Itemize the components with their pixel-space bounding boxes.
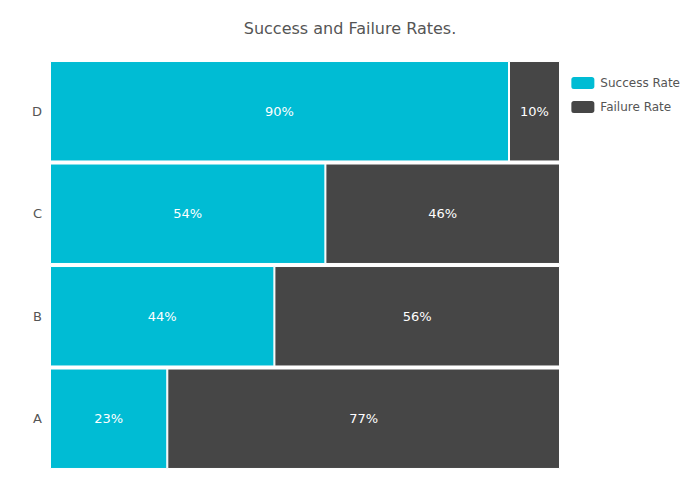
svg-text:46%: 46% (428, 206, 457, 221)
svg-text:77%: 77% (349, 411, 378, 426)
svg-text:23%: 23% (94, 411, 123, 426)
svg-text:10%: 10% (520, 104, 549, 119)
svg-text:D: D (32, 104, 42, 119)
svg-text:Success Rate: Success Rate (600, 76, 680, 90)
svg-text:C: C (33, 206, 42, 221)
svg-text:90%: 90% (265, 104, 294, 119)
svg-text:54%: 54% (173, 206, 202, 221)
svg-text:Success and Failure Rates.: Success and Failure Rates. (244, 19, 457, 38)
svg-text:Failure Rate: Failure Rate (600, 100, 671, 114)
svg-text:56%: 56% (403, 309, 432, 324)
svg-text:B: B (33, 309, 42, 324)
svg-text:A: A (33, 411, 42, 426)
svg-text:44%: 44% (148, 309, 177, 324)
